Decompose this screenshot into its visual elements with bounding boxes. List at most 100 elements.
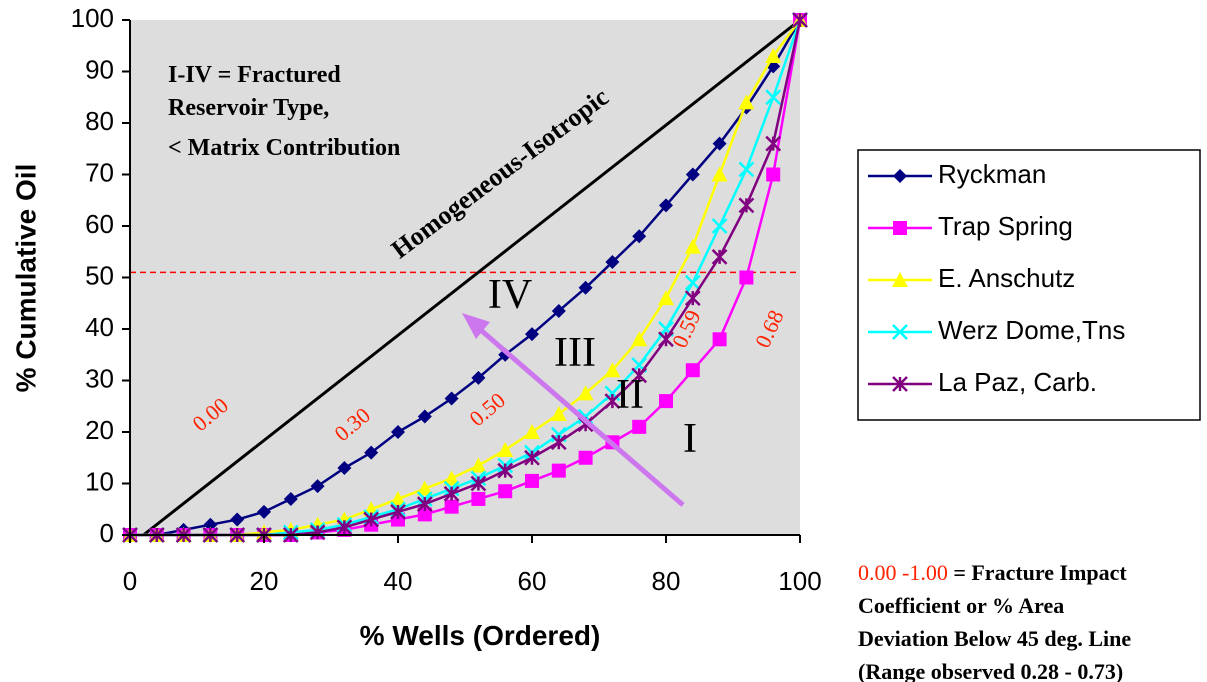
marker	[310, 479, 325, 494]
legend-label: La Paz, Carb.	[938, 367, 1097, 397]
y-tick-label: 70	[85, 157, 114, 187]
marker	[524, 449, 540, 466]
note: Reservoir Type,	[168, 95, 329, 121]
y-tick-label: 50	[85, 260, 114, 290]
marker	[684, 290, 701, 306]
marker	[417, 409, 432, 424]
marker	[416, 480, 433, 496]
footnote-line: = Fracture Impact	[948, 560, 1128, 585]
type-label: I	[683, 416, 697, 462]
marker	[337, 461, 352, 476]
x-tick-label: 0	[123, 566, 137, 596]
marker	[363, 511, 380, 528]
marker	[283, 491, 298, 506]
y-tick-label: 10	[85, 466, 114, 496]
marker	[525, 473, 539, 488]
marker	[497, 462, 514, 479]
marker	[550, 434, 567, 451]
y-tick-label: 0	[100, 518, 114, 548]
marker	[658, 290, 674, 306]
marker	[684, 238, 701, 254]
marker	[470, 475, 487, 492]
marker	[892, 324, 908, 340]
marker	[892, 376, 908, 392]
marker	[309, 524, 326, 541]
marker	[738, 94, 755, 110]
legend-label: Ryckman	[938, 159, 1046, 189]
legend-label: Trap Spring	[938, 211, 1073, 241]
x-tick-label: 60	[518, 566, 547, 596]
marker	[390, 503, 406, 520]
marker	[765, 48, 782, 64]
marker	[551, 303, 566, 318]
marker	[604, 393, 621, 409]
arrow-head	[462, 313, 490, 339]
marker	[497, 442, 514, 458]
y-tick-label: 90	[85, 54, 114, 84]
marks	[122, 12, 808, 543]
y-tick-label: 60	[85, 209, 114, 239]
marker	[658, 331, 674, 348]
y-tick-label: 20	[85, 415, 114, 445]
marker	[444, 499, 459, 514]
marker	[444, 391, 459, 406]
marker	[417, 507, 432, 522]
marker	[605, 255, 620, 270]
marker	[257, 504, 271, 519]
legend-label: E. Anschutz	[938, 263, 1075, 293]
marker	[766, 167, 781, 182]
marker	[632, 229, 647, 244]
x-tick-label: 100	[778, 566, 821, 596]
footnote-line: Deviation Below 45 deg. Line	[858, 626, 1131, 651]
type-label: IV	[488, 272, 532, 318]
marker	[738, 161, 755, 178]
x-tick-label: 80	[652, 566, 681, 596]
marker	[659, 394, 673, 409]
y-tick-label: 30	[85, 363, 114, 393]
marker	[685, 363, 700, 378]
x-tick-label: 40	[384, 566, 413, 596]
marker	[551, 463, 566, 478]
footnote: 0.00 -1.00 = Fracture Impact	[858, 560, 1127, 585]
marker	[604, 362, 621, 378]
footnote-line: Coefficient or % Area	[858, 593, 1064, 618]
marker	[631, 331, 648, 347]
type-label: II	[616, 372, 644, 418]
marker	[659, 198, 673, 213]
footnote-range: 0.00 -1.00	[858, 560, 948, 585]
marker	[712, 136, 727, 151]
marker	[892, 272, 908, 287]
marker	[471, 370, 486, 385]
marker	[525, 327, 539, 342]
note: < Matrix Contribution	[168, 135, 400, 161]
marker	[578, 450, 593, 465]
arrow	[473, 323, 685, 507]
marker	[416, 496, 433, 512]
marker	[711, 166, 728, 182]
marker	[578, 280, 593, 295]
marker	[765, 89, 782, 106]
y-tick-label: 100	[71, 3, 114, 33]
marker	[711, 218, 728, 234]
y-axis-title: % Cumulative Oil	[10, 164, 41, 393]
marker	[632, 419, 647, 434]
marker	[631, 367, 648, 384]
marker	[765, 135, 782, 152]
marker	[550, 405, 567, 421]
marker	[470, 457, 487, 473]
marker	[471, 491, 486, 506]
marker	[577, 385, 594, 401]
marker	[524, 424, 540, 439]
marker	[391, 425, 405, 439]
marker	[738, 197, 755, 214]
marker	[336, 519, 353, 536]
marker	[712, 332, 727, 347]
x-tick-label: 20	[250, 566, 279, 596]
legend-label: Werz Dome,Tns	[938, 315, 1125, 345]
marker	[684, 274, 701, 291]
legend-items: Ryckman Trap Spring E. Anschutz Werz Dome,T…	[868, 159, 1125, 397]
marker	[711, 249, 728, 265]
legend	[857, 149, 1201, 421]
